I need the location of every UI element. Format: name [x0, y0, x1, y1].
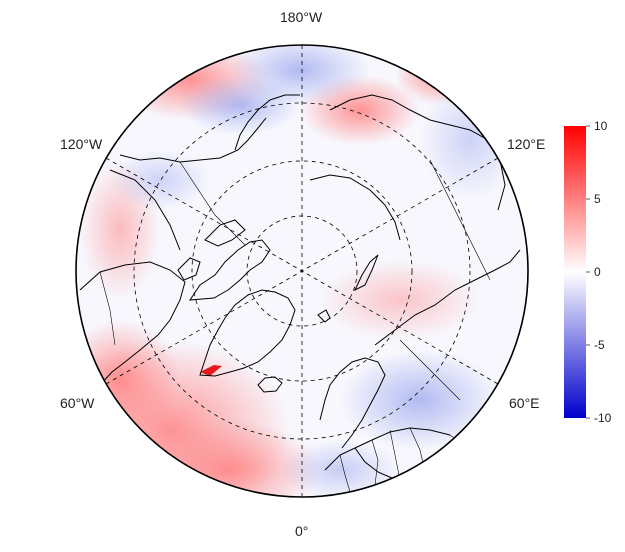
colorbar-tick-neg5: -5 — [594, 338, 605, 352]
label-60e: 60°E — [509, 395, 540, 411]
siberia-outline — [374, 249, 521, 346]
label-180w: 180°W — [280, 9, 323, 25]
colorbar-tick-10: 10 — [594, 119, 608, 133]
colorbar-tick-5: 5 — [594, 192, 601, 206]
meridian-120w-60e — [105, 157, 499, 385]
colorbar-tick-0: 0 — [594, 265, 601, 279]
map-boundary — [75, 44, 529, 498]
anomaly-field — [76, 45, 528, 497]
alaska-outline — [234, 94, 300, 151]
latitude-circle-70 — [191, 160, 413, 382]
iceland-outline — [257, 376, 283, 393]
label-120e: 120°E — [507, 136, 546, 152]
label-120w: 120°W — [60, 136, 103, 152]
colorbar — [564, 125, 590, 419]
greenland-outline — [199, 289, 296, 377]
canadian-archipelago — [189, 239, 271, 301]
graticule — [105, 45, 499, 497]
latitude-circle-60 — [133, 102, 471, 440]
colorbar-tick-neg10: -10 — [594, 411, 612, 425]
colorbar-gradient — [564, 126, 586, 418]
label-60w: 60°W — [60, 395, 95, 411]
label-0: 0° — [295, 523, 309, 539]
scandinavia-outline — [319, 357, 386, 449]
north-america-outline — [79, 261, 186, 396]
